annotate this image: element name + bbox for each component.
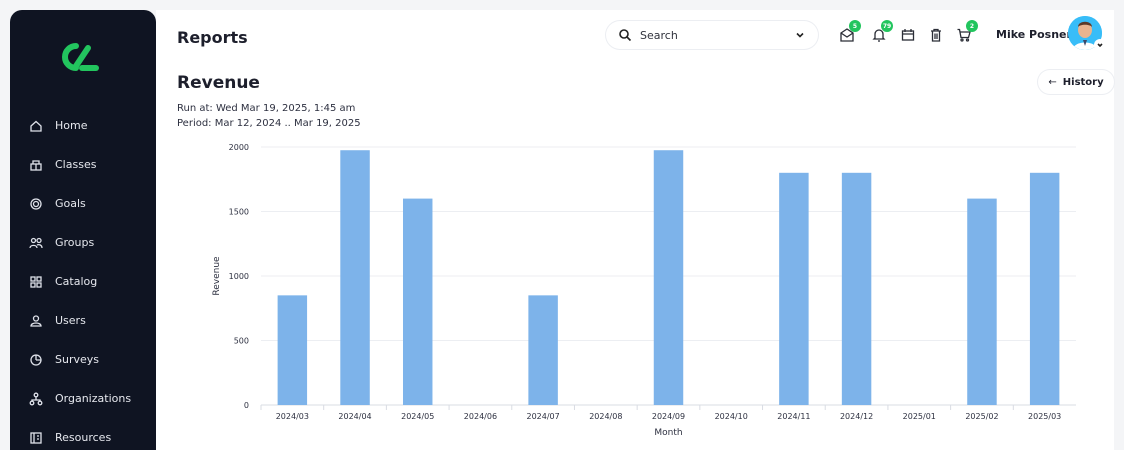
y-axis-label: Revenue: [212, 256, 222, 296]
sidebar-item-surveys[interactable]: Surveys: [10, 340, 156, 379]
cart-icon[interactable]: 2: [956, 20, 978, 43]
bar-2024-11: [779, 172, 809, 405]
sidebar-item-classes[interactable]: Classes: [10, 145, 156, 184]
avatar[interactable]: [1068, 16, 1102, 50]
x-axis-label: Month: [654, 428, 682, 438]
sidebar-item-users[interactable]: Users: [10, 301, 156, 340]
y-tick-label: 500: [234, 337, 249, 346]
surveys-icon: [29, 353, 43, 367]
search-icon: [618, 28, 632, 42]
bar-2024-03: [277, 295, 308, 405]
x-tick-label: 2024/07: [526, 412, 559, 421]
search-input[interactable]: Search: [640, 28, 678, 42]
messages-icon[interactable]: 5: [839, 20, 861, 43]
messages-badge: 5: [849, 20, 861, 32]
sidebar-item-label: Surveys: [55, 353, 99, 366]
x-tick-label: 2024/05: [401, 412, 434, 421]
run-at-text: Run at: Wed Mar 19, 2025, 1:45 am: [177, 103, 356, 114]
resources-icon: [29, 431, 43, 445]
bar-2024-04: [340, 150, 370, 405]
x-tick-label: 2024/08: [589, 412, 622, 421]
avatar-chevron-icon[interactable]: [1094, 39, 1106, 51]
goals-icon: [29, 197, 43, 211]
brand-logo[interactable]: [58, 40, 102, 74]
x-tick-label: 2024/03: [276, 412, 309, 421]
organizations-icon: [29, 392, 43, 406]
sidebar-item-groups[interactable]: Groups: [10, 223, 156, 262]
users-icon: [29, 314, 43, 328]
sidebar-item-resources[interactable]: Resources: [10, 418, 156, 450]
calendar-icon[interactable]: [900, 27, 916, 43]
groups-icon: [29, 236, 43, 250]
classes-icon: [29, 158, 43, 172]
sidebar-item-goals[interactable]: Goals: [10, 184, 156, 223]
sidebar-item-label: Catalog: [55, 275, 98, 288]
report-title: Revenue: [177, 73, 260, 93]
sidebar-item-label: Goals: [55, 197, 86, 210]
sidebar-item-catalog[interactable]: Catalog: [10, 262, 156, 301]
x-tick-label: 2024/12: [840, 412, 873, 421]
notifications-badge: 79: [881, 20, 893, 32]
y-tick-label: 1000: [229, 272, 249, 281]
y-tick-label: 0: [244, 401, 249, 410]
history-button[interactable]: ← History: [1038, 70, 1114, 94]
bar-2025-02: [967, 198, 997, 405]
sidebar-item-label: Groups: [55, 236, 95, 249]
x-tick-label: 2024/10: [715, 412, 748, 421]
cart-badge: 2: [966, 20, 978, 32]
bar-2024-09: [653, 150, 684, 405]
catalog-icon: [29, 275, 43, 289]
bar-2024-05: [402, 198, 433, 405]
notifications-icon[interactable]: 79: [871, 20, 893, 43]
x-tick-label: 2024/04: [338, 412, 371, 421]
user-name[interactable]: Mike Posner: [996, 28, 1072, 41]
chevron-down-icon[interactable]: [794, 29, 806, 41]
x-tick-label: 2024/11: [777, 412, 810, 421]
x-tick-label: 2024/09: [652, 412, 685, 421]
arrow-left-icon: ←: [1048, 76, 1057, 88]
bar-2024-12: [841, 172, 872, 405]
sidebar: Home Classes Goals Groups Catalog Users …: [10, 10, 156, 450]
x-tick-label: 2025/03: [1028, 412, 1061, 421]
main-panel: Reports Search 5 79 2 Mike Posner Revenu…: [156, 10, 1114, 450]
trash-icon[interactable]: [928, 27, 944, 43]
sidebar-item-label: Organizations: [55, 392, 132, 405]
sidebar-item-label: Resources: [55, 431, 112, 444]
sidebar-item-label: Users: [55, 314, 86, 327]
y-tick-label: 1500: [229, 208, 249, 217]
x-tick-label: 2024/06: [464, 412, 497, 421]
sidebar-item-label: Classes: [55, 158, 97, 171]
history-button-label: History: [1062, 76, 1104, 88]
x-tick-label: 2025/02: [965, 412, 998, 421]
sidebar-item-label: Home: [55, 119, 88, 132]
page-title: Reports: [177, 28, 248, 47]
period-text: Period: Mar 12, 2024 .. Mar 19, 2025: [177, 118, 361, 129]
sidebar-item-organizations[interactable]: Organizations: [10, 379, 156, 418]
home-icon: [29, 119, 43, 133]
x-tick-label: 2025/01: [903, 412, 936, 421]
bar-2024-07: [528, 295, 558, 405]
revenue-bar-chart: 0 500 1000 1500 2000 2024/03 2024/04 2024/05 202…: [212, 143, 1076, 438]
y-tick-label: 2000: [229, 143, 249, 152]
sidebar-item-home[interactable]: Home: [10, 106, 156, 145]
sidebar-nav: Home Classes Goals Groups Catalog Users …: [10, 106, 156, 450]
search-box[interactable]: Search: [606, 21, 818, 49]
bar-2025-03: [1029, 172, 1060, 405]
